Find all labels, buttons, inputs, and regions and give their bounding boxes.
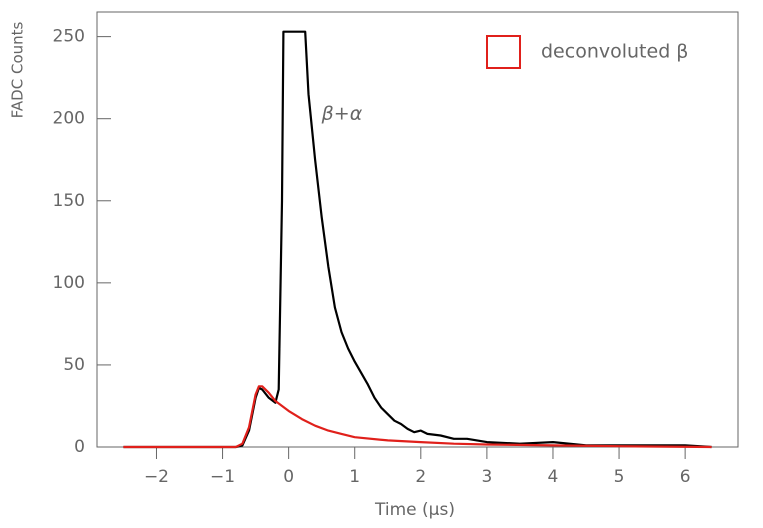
y-tick-label: 150 <box>53 191 85 211</box>
plot-frame <box>96 11 739 448</box>
x-tick-label: 3 <box>481 467 492 487</box>
legend-label: deconvoluted β <box>541 41 688 63</box>
series-line <box>123 30 712 449</box>
x-tick-label: 4 <box>548 467 559 487</box>
legend-swatch <box>486 35 521 69</box>
x-tick-label: 1 <box>349 467 360 487</box>
y-tick-label: 100 <box>53 273 85 293</box>
x-tick-label: 2 <box>415 467 426 487</box>
x-tick-label: −1 <box>210 467 235 487</box>
annotation: β+α <box>321 102 363 124</box>
y-tick-label: 0 <box>74 437 85 457</box>
y-tick-label: 250 <box>53 27 85 47</box>
x-axis-label: Time (μs) <box>374 500 455 520</box>
x-tick-label: −2 <box>144 467 169 487</box>
y-axis-label: FADC Counts <box>9 21 27 118</box>
x-tick-label: 5 <box>614 467 625 487</box>
y-tick-label: 200 <box>53 109 85 129</box>
series-line <box>123 385 712 449</box>
x-tick-label: 6 <box>680 467 691 487</box>
y-tick-label: 50 <box>63 355 85 375</box>
x-tick-label: 0 <box>283 467 294 487</box>
